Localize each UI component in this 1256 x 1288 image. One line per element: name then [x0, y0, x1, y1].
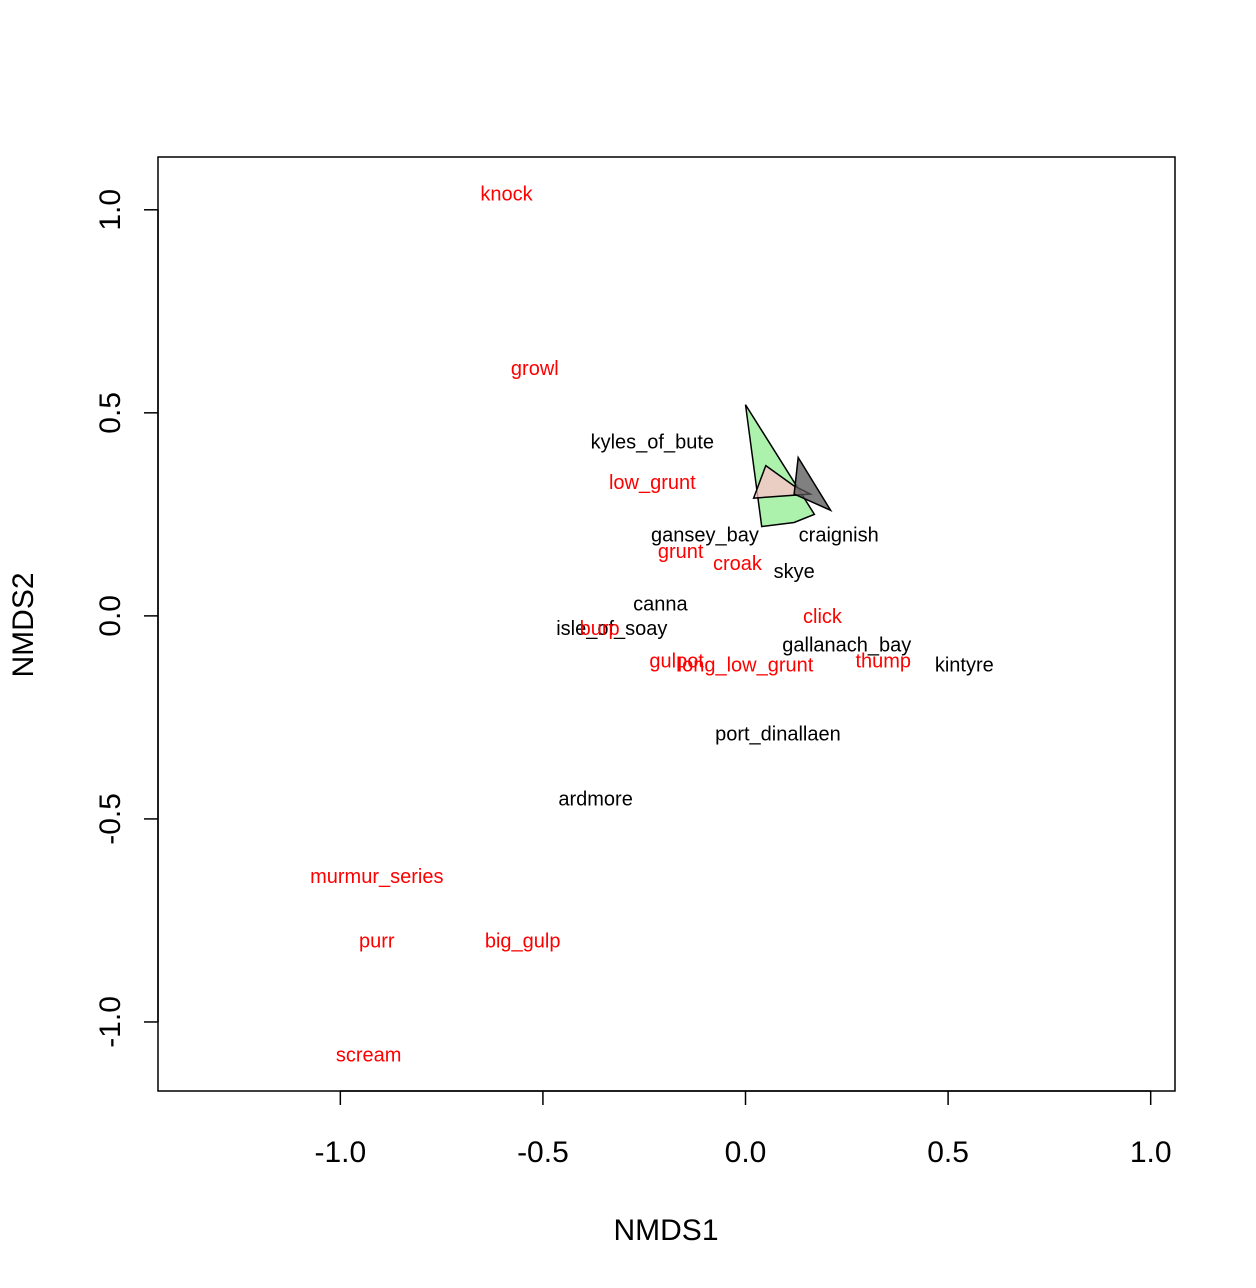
x-tick-label: 0.5 [927, 1136, 969, 1169]
species-label-low-grunt: low_grunt [609, 472, 696, 494]
x-tick-label: -0.5 [517, 1136, 569, 1169]
species-label-knock: knock [480, 184, 533, 206]
x-axis-title: NMDS1 [613, 1214, 718, 1247]
point-labels: kyles_of_bute gansey_bay craignish skye cann… [310, 184, 994, 1067]
site-label-kyles-of-bute: kyles_of_bute [591, 431, 714, 453]
site-label-isle-of-soay: isle_of_soay [556, 618, 667, 640]
site-label-port-dinallaen: port_dinallaen [715, 724, 841, 746]
species-label-growl: growl [511, 358, 559, 380]
species-label-purr: purr [359, 931, 395, 953]
x-axis: -1.0 -0.5 0.0 0.5 1.0 [314, 1090, 1172, 1169]
hull-polygons [744, 404, 833, 528]
species-label-long-low-grunt: long_low_grunt [678, 655, 814, 677]
species-label-burp: burp [580, 618, 620, 640]
y-tick-label: -1.0 [94, 996, 127, 1048]
y-axis-title: NMDS2 [7, 572, 40, 677]
hull-polygon-1 [744, 404, 816, 528]
y-tick-label: -0.5 [94, 793, 127, 845]
site-label-gallanach-bay: gallanach_bay [782, 634, 911, 656]
site-label-canna: canna [633, 594, 688, 616]
species-label-gulpot: gulpot [649, 651, 704, 673]
x-tick-label: 0.0 [725, 1136, 767, 1169]
species-label-thump: thump [855, 651, 911, 673]
y-tick-label: 0.5 [94, 392, 127, 434]
species-label-click: click [803, 606, 843, 628]
y-tick-label: 1.0 [94, 189, 127, 231]
site-label-skye: skye [774, 561, 815, 583]
y-axis: -1.0 -0.5 0.0 0.5 1.0 [94, 189, 159, 1048]
species-label-croak: croak [713, 553, 763, 575]
species-label-big-gulp: big_gulp [485, 931, 561, 953]
y-tick-label: 0.0 [94, 595, 127, 637]
x-tick-label: -1.0 [314, 1136, 366, 1169]
site-label-gansey-bay: gansey_bay [651, 525, 759, 547]
hull-polygon-3 [793, 455, 833, 512]
site-label-kintyre: kintyre [935, 655, 994, 677]
site-label-craignish: craignish [799, 525, 879, 547]
species-label-murmur-series: murmur_series [310, 866, 443, 888]
species-label-grunt: grunt [658, 541, 704, 563]
site-label-ardmore: ardmore [558, 789, 632, 811]
species-label-scream: scream [336, 1044, 402, 1066]
x-tick-label: 1.0 [1130, 1136, 1172, 1169]
